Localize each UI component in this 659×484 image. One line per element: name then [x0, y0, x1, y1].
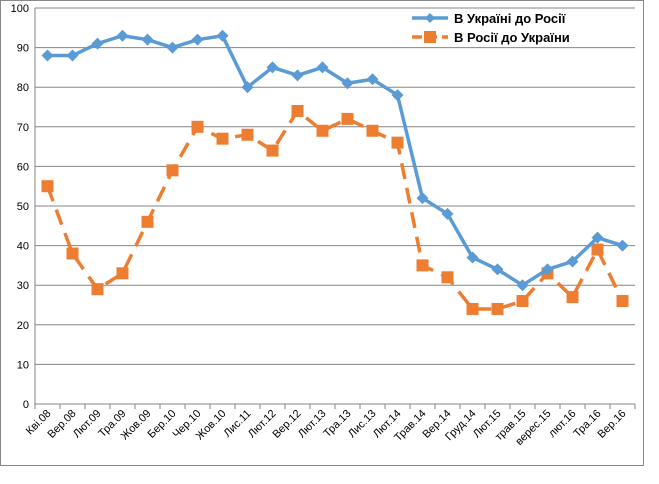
y-tick-label: 40: [17, 241, 29, 253]
legend-marker-square: [424, 31, 436, 43]
data-point-diamond: [116, 29, 129, 42]
y-tick-label: 90: [17, 43, 29, 55]
data-point-square: [516, 295, 529, 308]
data-point-diamond: [466, 251, 479, 264]
y-tick-label: 80: [17, 82, 29, 94]
data-point-diamond: [241, 81, 254, 94]
data-point-diamond: [441, 207, 454, 220]
data-point-square: [616, 295, 629, 308]
data-point-diamond: [541, 263, 554, 276]
y-tick-label: 100: [11, 3, 29, 15]
data-point-square: [316, 124, 329, 137]
data-point-diamond: [141, 33, 154, 46]
data-point-square: [291, 104, 304, 117]
data-point-diamond: [416, 192, 429, 205]
data-point-square: [66, 247, 79, 260]
data-point-diamond: [266, 61, 279, 74]
legend-label: В Україні до Росії: [454, 11, 566, 26]
data-point-diamond: [341, 77, 354, 90]
data-point-diamond: [491, 263, 504, 276]
data-point-diamond: [566, 255, 579, 268]
chart-border: [0, 0, 644, 466]
data-point-square: [366, 124, 379, 137]
data-point-diamond: [166, 41, 179, 54]
data-point-diamond: [41, 49, 54, 62]
data-point-square: [241, 128, 254, 141]
y-tick-label: 20: [17, 320, 29, 332]
data-point-diamond: [291, 69, 304, 82]
data-point-diamond: [516, 279, 529, 292]
y-tick-label: 10: [17, 359, 29, 371]
data-point-diamond: [616, 239, 629, 252]
y-tick-label: 50: [17, 201, 29, 213]
data-point-diamond: [591, 231, 604, 244]
data-point-square: [491, 302, 504, 315]
data-point-square: [116, 267, 129, 280]
data-point-square: [191, 120, 204, 133]
y-tick-label: 30: [17, 280, 29, 292]
data-point-square: [166, 164, 179, 177]
data-point-square: [266, 144, 279, 157]
data-point-square: [91, 283, 104, 296]
data-point-square: [441, 271, 454, 284]
data-point-square: [216, 132, 229, 145]
data-point-square: [391, 136, 404, 149]
data-point-diamond: [366, 73, 379, 86]
y-tick-label: 70: [17, 122, 29, 134]
data-point-square: [41, 180, 54, 193]
data-point-square: [141, 215, 154, 228]
legend-label: В Росії до України: [454, 30, 570, 45]
data-point-diamond: [391, 89, 404, 102]
data-point-diamond: [216, 29, 229, 42]
data-point-square: [341, 112, 354, 125]
data-point-diamond: [91, 37, 104, 50]
data-point-square: [416, 259, 429, 272]
data-point-diamond: [191, 33, 204, 46]
y-tick-label: 60: [17, 161, 29, 173]
y-tick-label: 0: [23, 399, 29, 411]
data-point-square: [466, 302, 479, 315]
data-point-diamond: [316, 61, 329, 74]
data-point-square: [591, 243, 604, 256]
legend-marker-diamond: [425, 13, 435, 23]
data-point-diamond: [66, 49, 79, 62]
data-point-square: [566, 291, 579, 304]
